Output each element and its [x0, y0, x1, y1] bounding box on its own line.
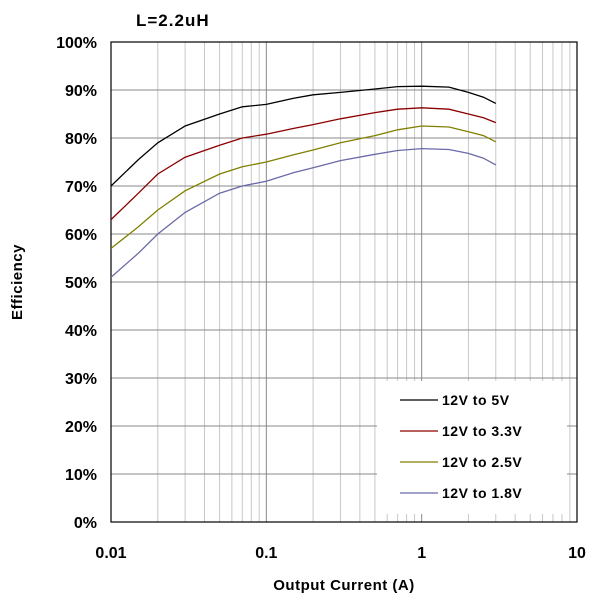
x-tick-label: 10 — [568, 545, 586, 562]
y-tick-label: 60% — [65, 227, 97, 244]
legend-box — [377, 381, 567, 514]
y-tick-label: 20% — [65, 419, 97, 436]
y-axis-label: Efficiency — [9, 244, 26, 320]
y-tick-label: 10% — [65, 467, 97, 484]
y-tick-label: 90% — [65, 83, 97, 100]
legend-label: 12V to 1.8V — [442, 485, 522, 501]
y-tick-label: 0% — [74, 515, 97, 532]
y-tick-label: 40% — [65, 323, 97, 340]
chart-title: L=2.2uH — [136, 11, 210, 30]
x-tick-labels: 0.01 0.1 1 10 — [95, 545, 586, 562]
legend: 12V to 5V 12V to 3.3V 12V to 2.5V 12V to 1.… — [377, 381, 567, 514]
y-tick-label: 70% — [65, 179, 97, 196]
x-tick-label: 1 — [417, 545, 426, 562]
x-tick-label: 0.01 — [95, 545, 126, 562]
legend-label: 12V to 2.5V — [442, 454, 522, 470]
y-tick-label: 100% — [56, 35, 97, 52]
legend-label: 12V to 3.3V — [442, 423, 522, 439]
series-lines — [110, 85, 497, 278]
y-tick-labels: 0% 10% 20% 30% 40% 50% 60% 70% 80% 90% 100% — [56, 35, 97, 532]
x-tick-label: 0.1 — [255, 545, 277, 562]
legend-label: 12V to 5V — [442, 392, 510, 408]
y-tick-label: 80% — [65, 131, 97, 148]
series-line-2 — [110, 107, 497, 221]
y-tick-label: 50% — [65, 275, 97, 292]
x-axis-label: Output Current (A) — [273, 577, 414, 594]
series-line-4 — [110, 147, 497, 278]
series-line-1 — [110, 85, 497, 187]
plot-frame — [110, 41, 578, 523]
y-tick-label: 30% — [65, 371, 97, 388]
series-line-3 — [110, 125, 497, 249]
